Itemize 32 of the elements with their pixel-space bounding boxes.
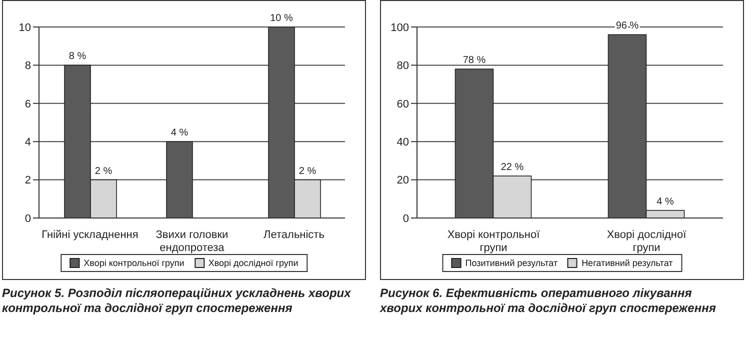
- x-tick-label: Летальність: [264, 229, 325, 241]
- y-tick-label: 0: [24, 212, 31, 225]
- y-tick-label: 80: [396, 60, 409, 72]
- y-tick-label: 20: [396, 174, 409, 187]
- text: Рисунок 6. Ефективність оперативного лікування хворих контрольної та дослідної груп спостереження: [380, 286, 717, 316]
- legend-label: Хворі контрольної групи: [84, 258, 184, 268]
- y-tick-label: 0: [402, 212, 409, 225]
- bar: [166, 141, 193, 218]
- x-tick-label: Хворі контрольної групи: [447, 229, 540, 254]
- data-label: 8 %: [68, 51, 86, 62]
- data-label: 4 %: [656, 196, 674, 208]
- legend-label: Хворі дослідної групи: [208, 258, 298, 268]
- data-label: 2 %: [94, 166, 112, 177]
- legend-label: Негативний результат: [582, 258, 673, 268]
- legend-label: Позитивний результат: [465, 258, 558, 268]
- data-label: 22 %: [500, 162, 524, 173]
- y-tick-label: 4: [24, 136, 31, 149]
- y-tick-label: 60: [396, 98, 409, 110]
- y-tick-label: 2: [24, 174, 31, 187]
- y-tick-label: 40: [396, 136, 409, 149]
- data-label: 10 %: [270, 13, 294, 24]
- y-tick-label: 8: [24, 60, 31, 72]
- y-tick-label: 10: [18, 22, 31, 34]
- y-tick-label: 100: [390, 22, 409, 34]
- data-label: 78 %: [462, 55, 486, 66]
- x-tick-label: Звихи головки ендопротеза: [156, 229, 228, 254]
- data-label: 2 %: [298, 166, 316, 177]
- x-tick-label: Гнійні ускладнення: [42, 229, 138, 241]
- y-tick-label: 6: [24, 98, 31, 110]
- data-label: 4 %: [170, 128, 188, 139]
- text: Рисунок 5. Розподіл післяопераційних ускладнень хворих контрольної та дослідної груп спостереження: [2, 286, 352, 316]
- x-tick-label: Хворі дослідної групи: [606, 229, 686, 254]
